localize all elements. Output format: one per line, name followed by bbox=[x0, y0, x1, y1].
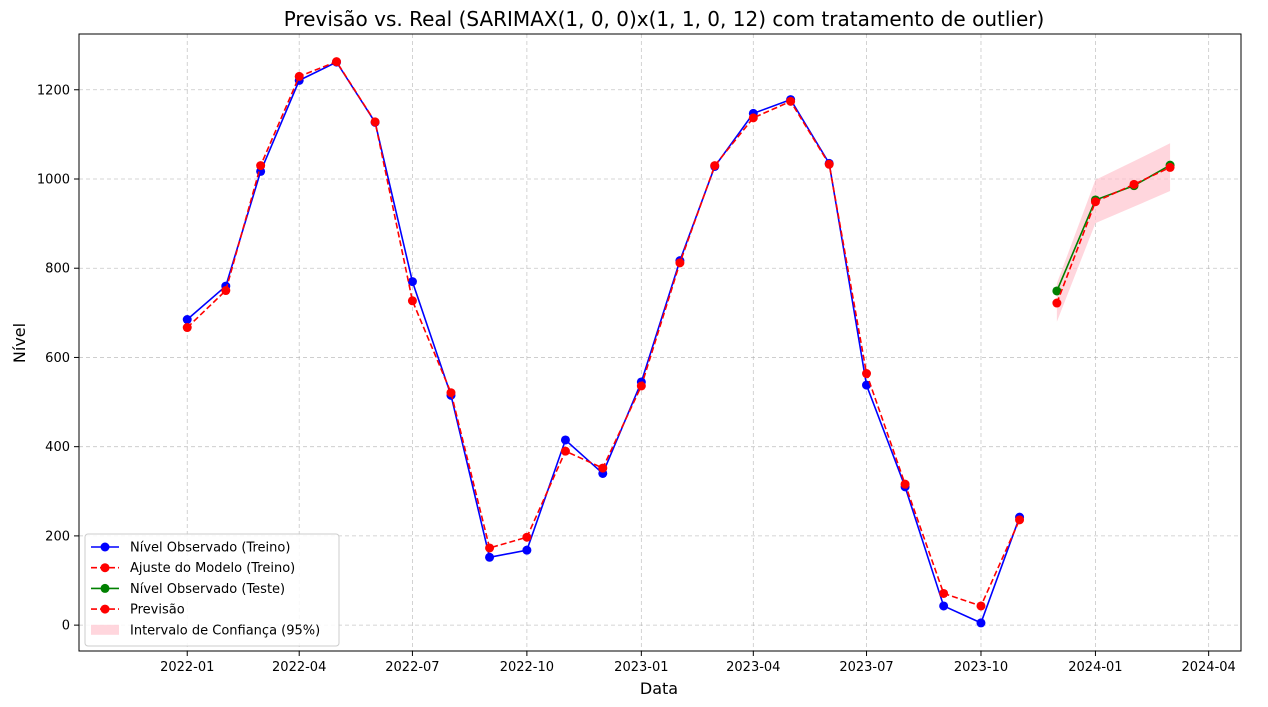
data-point bbox=[221, 286, 231, 296]
data-point bbox=[256, 161, 266, 171]
data-point bbox=[1052, 286, 1062, 296]
y-tick-label: 400 bbox=[45, 440, 70, 455]
data-point bbox=[939, 601, 949, 611]
y-tick-label: 800 bbox=[45, 262, 70, 277]
y-tick-label: 200 bbox=[45, 529, 70, 544]
data-point bbox=[786, 96, 796, 106]
series-1 bbox=[182, 57, 1025, 611]
y-tick-label: 0 bbox=[62, 619, 70, 634]
data-point bbox=[1129, 179, 1139, 189]
data-point bbox=[1052, 298, 1062, 308]
data-point bbox=[976, 601, 986, 611]
legend-label: Nível Observado (Treino) bbox=[130, 541, 290, 556]
data-point bbox=[939, 588, 949, 598]
data-point bbox=[862, 380, 872, 390]
legend-item: Ajuste do Modelo (Treino) bbox=[91, 561, 295, 576]
series-layer bbox=[182, 57, 1175, 628]
series-line bbox=[1056, 166, 1171, 304]
data-point bbox=[976, 618, 986, 628]
data-point bbox=[824, 159, 834, 169]
legend-marker bbox=[100, 604, 110, 614]
confidence-band-layer bbox=[1056, 143, 1171, 322]
x-tick-label: 2023-04 bbox=[726, 660, 780, 675]
y-tick-label: 1200 bbox=[37, 83, 70, 98]
x-tick-label: 2024-04 bbox=[1181, 660, 1235, 675]
data-point bbox=[407, 296, 417, 306]
legend: Nível Observado (Treino) Ajuste do Modelo… bbox=[84, 533, 340, 647]
data-point bbox=[710, 161, 720, 171]
legend-marker bbox=[100, 542, 110, 552]
legend-label: Ajuste do Modelo (Treino) bbox=[130, 561, 295, 576]
data-point bbox=[598, 463, 608, 473]
data-point bbox=[332, 57, 342, 67]
legend-box bbox=[84, 533, 340, 647]
x-tick-label: 2022-01 bbox=[160, 660, 214, 675]
data-point bbox=[1015, 515, 1025, 525]
data-point bbox=[522, 532, 532, 542]
data-point bbox=[636, 381, 646, 391]
data-point bbox=[900, 479, 910, 489]
data-point bbox=[182, 323, 192, 333]
series-3 bbox=[1052, 162, 1175, 308]
data-point bbox=[522, 545, 532, 555]
data-point bbox=[862, 369, 872, 379]
x-tick-label: 2022-10 bbox=[500, 660, 554, 675]
data-point bbox=[748, 113, 758, 123]
data-point bbox=[675, 258, 685, 268]
x-tick-label: 2023-10 bbox=[954, 660, 1008, 675]
legend-label: Previsão bbox=[130, 603, 185, 618]
grid bbox=[79, 34, 1241, 651]
data-point bbox=[560, 435, 570, 445]
data-point bbox=[485, 552, 495, 562]
data-point bbox=[446, 388, 456, 398]
legend-item: Nível Observado (Treino) bbox=[91, 541, 290, 556]
x-tick-label: 2023-07 bbox=[839, 660, 893, 675]
plot-area-frame bbox=[78, 33, 1242, 652]
legend-item: Previsão bbox=[91, 603, 185, 618]
legend-item: Nível Observado (Teste) bbox=[91, 582, 285, 597]
series-line bbox=[186, 60, 1021, 607]
chart-title: Previsão vs. Real (SARIMAX(1, 0, 0)x(1, … bbox=[284, 7, 1045, 31]
data-point bbox=[407, 277, 417, 287]
confidence-interval-band bbox=[1056, 143, 1171, 322]
data-point bbox=[1090, 197, 1100, 207]
legend-label: Intervalo de Confiança (95%) bbox=[130, 623, 320, 638]
y-axis: 0 200 400 600 800 1000 1200 bbox=[37, 83, 79, 634]
x-tick-label: 2022-04 bbox=[272, 660, 326, 675]
legend-swatch bbox=[91, 624, 119, 635]
legend-label: Nível Observado (Teste) bbox=[130, 582, 285, 597]
data-point bbox=[294, 71, 304, 81]
data-point bbox=[560, 446, 570, 456]
data-point bbox=[1165, 162, 1175, 172]
x-tick-label: 2022-07 bbox=[385, 660, 439, 675]
x-tick-label: 2023-01 bbox=[614, 660, 668, 675]
x-axis-label: Data bbox=[640, 679, 678, 698]
data-point bbox=[182, 315, 192, 325]
data-point bbox=[370, 117, 380, 127]
y-tick-label: 1000 bbox=[37, 172, 70, 187]
legend-item: Intervalo de Confiança (95%) bbox=[91, 623, 320, 638]
x-tick-label: 2024-01 bbox=[1068, 660, 1122, 675]
data-point bbox=[485, 543, 495, 553]
x-axis: 2022-01 2022-04 2022-07 2022-10 2023-01 2023-… bbox=[160, 651, 1236, 675]
y-tick-label: 600 bbox=[45, 351, 70, 366]
y-axis-label: Nível bbox=[10, 323, 29, 363]
legend-marker bbox=[100, 583, 110, 593]
legend-marker bbox=[100, 563, 110, 573]
